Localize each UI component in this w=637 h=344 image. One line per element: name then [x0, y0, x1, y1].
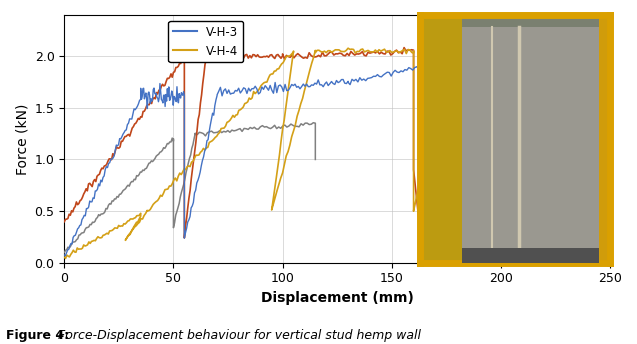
Text: Force-Displacement behaviour for vertical stud hemp wall: Force-Displacement behaviour for vertica… [54, 329, 421, 342]
Y-axis label: Force (kN): Force (kN) [15, 103, 29, 174]
Text: Figure 4:: Figure 4: [6, 329, 69, 342]
Legend: V-H-3, V-H-4: V-H-3, V-H-4 [168, 21, 243, 62]
X-axis label: Displacement (mm): Displacement (mm) [261, 291, 413, 305]
